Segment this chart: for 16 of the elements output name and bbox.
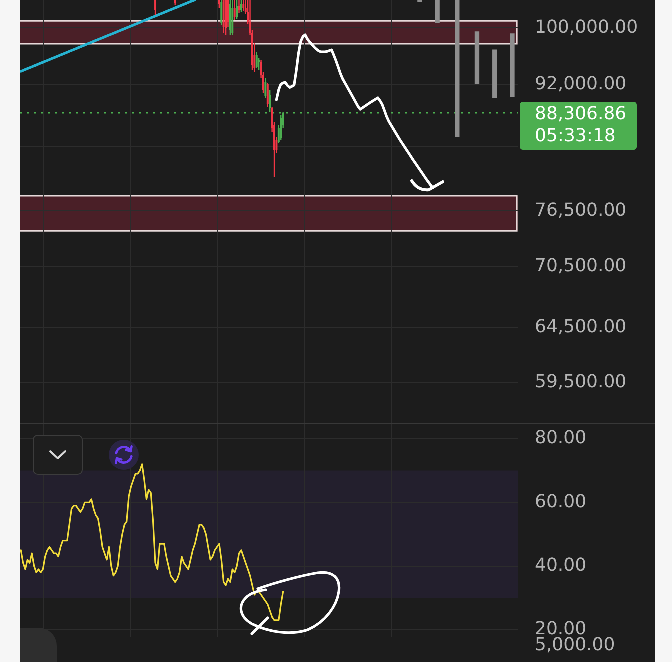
y-tick-label: 92,000.00 [535, 74, 627, 95]
bar [492, 50, 498, 98]
bar [510, 34, 515, 98]
y-tick-label: 40.00 [535, 554, 587, 576]
y-tick-label: 100,000.00 [535, 16, 638, 38]
ref-line-label: 88,306.86 [535, 104, 627, 125]
text: 05:33:18 [535, 126, 616, 147]
bar [455, 0, 460, 138]
y-tick-label: 59,500.00 [535, 371, 627, 392]
y-tick-label: 76,500.00 [535, 200, 627, 221]
y-tick-label: 64,500.00 [535, 316, 627, 338]
y-tick-label: 80.00 [535, 428, 587, 449]
bar [474, 32, 480, 84]
y-tick-label: 70,500.00 [535, 256, 627, 277]
y-tick-label: 60.00 [535, 491, 587, 512]
bar [435, 0, 440, 24]
